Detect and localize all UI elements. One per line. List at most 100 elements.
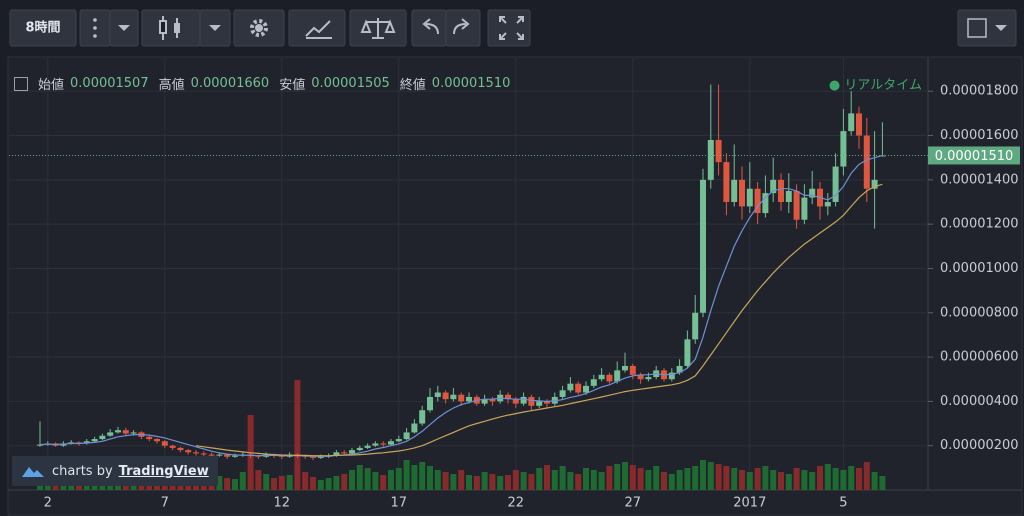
volume-bar <box>793 468 800 490</box>
candle-body <box>770 179 777 194</box>
candle-body <box>481 399 488 404</box>
volume-bar <box>832 468 839 490</box>
candle-body <box>684 339 691 366</box>
volume-bar <box>450 474 457 490</box>
y-tick-label: 0.00001400 <box>940 172 1019 187</box>
indicators-button[interactable] <box>288 9 346 47</box>
volume-bar <box>645 470 652 490</box>
candle-body <box>310 456 316 458</box>
volume-bar <box>871 472 878 490</box>
volume-bar <box>684 468 691 490</box>
volume-bar <box>614 464 621 490</box>
x-tick-label: 17 <box>391 496 408 511</box>
y-tick-label: 0.00001200 <box>940 217 1019 232</box>
volume-bar <box>255 470 262 490</box>
volume-bar <box>333 476 340 490</box>
candle-body <box>622 365 628 371</box>
candle-body <box>154 439 160 442</box>
volume-bar <box>528 474 535 490</box>
candle-body <box>208 454 215 456</box>
y-tick-label: 0.00000800 <box>940 305 1019 320</box>
candle-body <box>754 188 761 214</box>
candle-body <box>637 374 644 380</box>
candle-body <box>598 374 605 380</box>
status-label: リアルタイム <box>844 78 922 93</box>
volume-bar <box>512 470 519 490</box>
y-tick-label: 0.00001000 <box>940 261 1019 276</box>
candle-body <box>395 439 402 442</box>
icon <box>174 23 180 33</box>
candle-body <box>91 439 98 442</box>
interval-label: 8時間 <box>25 20 60 36</box>
volume-bar <box>770 470 777 490</box>
volume-bar <box>356 465 363 490</box>
candle-body <box>122 430 129 434</box>
candle-body <box>559 390 566 397</box>
volume-bar <box>661 472 667 490</box>
volume-bar <box>411 465 418 490</box>
candle-body <box>317 456 324 458</box>
x-tick-label: 22 <box>508 496 525 511</box>
candle-body <box>668 372 675 380</box>
candle-body <box>551 396 558 404</box>
candle-body <box>824 202 831 207</box>
last-price-tag <box>928 146 1020 165</box>
y-tick-label: 0.00000200 <box>940 438 1019 453</box>
candle-body <box>528 396 535 406</box>
candle-body <box>372 443 379 446</box>
volume-bar <box>520 472 527 490</box>
volume-bar <box>372 472 379 490</box>
candle-body <box>840 131 847 167</box>
volume-bar <box>544 465 550 490</box>
candle-body <box>388 441 394 445</box>
candle-body <box>450 394 457 400</box>
candle-body <box>801 197 808 220</box>
chart-area <box>7 56 1023 516</box>
icon <box>499 16 524 40</box>
watermark[interactable]: charts by TradingView <box>12 456 218 486</box>
candle-body <box>856 113 862 136</box>
volume-bar <box>388 470 394 490</box>
volume-bar <box>637 468 644 490</box>
candle-body <box>676 365 683 373</box>
legend-value: 0.00001660 <box>190 76 270 91</box>
volume-bar <box>746 472 753 490</box>
volume-bar <box>395 468 402 490</box>
x-tick-label: 7 <box>161 496 169 511</box>
candle-body <box>723 162 730 202</box>
volume-bar <box>754 468 761 490</box>
volume-bar <box>380 475 387 490</box>
legend-label: 終値 <box>399 78 426 93</box>
volume-bar <box>434 470 441 490</box>
candle-body <box>731 179 738 202</box>
last-price-label: 0.00001510 <box>935 149 1014 164</box>
moving-average <box>39 154 883 457</box>
volume-bar <box>349 470 355 490</box>
candle-body <box>427 396 433 411</box>
watermark-brand[interactable]: TradingView <box>118 463 209 479</box>
legend-toggle[interactable] <box>14 76 28 91</box>
fullscreen-button[interactable] <box>487 9 531 47</box>
volume-bar <box>668 474 675 490</box>
volume-bar <box>622 462 628 490</box>
x-tick-label: 2 <box>44 496 52 511</box>
icon <box>93 34 97 38</box>
layout-button[interactable] <box>957 9 1017 47</box>
candle-body <box>341 452 348 454</box>
candle-body <box>161 441 168 446</box>
volume-bar <box>863 462 870 490</box>
legend-label: 高値 <box>158 78 185 93</box>
volume-bar <box>364 468 371 490</box>
volume-bar <box>785 474 792 490</box>
icon <box>967 18 987 38</box>
candle-body <box>692 312 699 340</box>
volume-bar <box>567 472 574 490</box>
volume-bar <box>848 466 855 490</box>
volume-bar <box>879 476 886 490</box>
candle-body <box>700 179 706 313</box>
interval-button[interactable] <box>9 9 77 47</box>
y-tick-label: 0.00000400 <box>940 394 1019 409</box>
chart-type-button[interactable] <box>141 9 201 47</box>
